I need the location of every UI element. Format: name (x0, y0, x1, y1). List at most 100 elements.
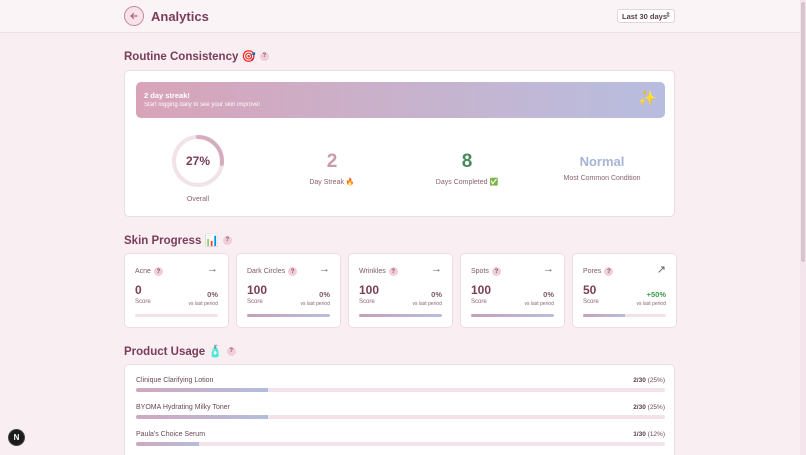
back-button[interactable] (124, 6, 144, 26)
metric-label: Pores (583, 268, 602, 275)
help-icon[interactable]: ? (388, 267, 398, 276)
routine-consistency-title: Routine Consistency 🎯 ? (124, 49, 269, 63)
date-range-select[interactable]: Last 30 days ⇕ (617, 9, 675, 23)
overall-label: Overall (186, 196, 210, 203)
metric-bar-fill (471, 314, 554, 317)
metric-label: Wrinkles (359, 268, 386, 275)
common-condition-label: Most Common Condition (563, 175, 641, 182)
metric-vs-label: vs last period (300, 301, 330, 307)
metric-vs-label: vs last period (412, 301, 442, 307)
page-title: Analytics (151, 9, 209, 24)
scrollbar[interactable] (800, 0, 806, 455)
metric-score-label: Score (471, 299, 487, 305)
metric-score: 100 (471, 283, 492, 297)
arrow-left-icon (130, 12, 138, 20)
top-header: Analytics Last 30 days ⇕ (0, 0, 800, 33)
sparkles-icon: ✨ (638, 90, 657, 107)
skin-progress-card: Spots? → 100 Score 0% vs last period (460, 253, 565, 328)
help-icon[interactable]: ? (288, 267, 298, 276)
metric-score-label: Score (359, 299, 375, 305)
metric-bar (583, 314, 666, 317)
product-count-value: 2/30 (633, 377, 646, 384)
product-bar (136, 415, 665, 419)
metric-vs-label: vs last period (188, 301, 218, 307)
metric-change: 0% (431, 290, 442, 299)
metric-vs-label: vs last period (636, 301, 666, 307)
trend-arrow-icon: → (319, 263, 330, 275)
product-count: 1/30 (12%) (633, 431, 665, 438)
metric-bar-fill (583, 314, 625, 317)
dev-badge[interactable]: N (8, 429, 25, 446)
skin-progress-label: Skin Progress 📊 (124, 235, 219, 247)
product-usage-card: Clinique Clarifying Lotion 2/30 (25%) BYOM… (124, 364, 675, 455)
trend-arrow-icon: → (431, 263, 442, 275)
date-range-value: Last 30 days (622, 11, 668, 21)
metric-label: Acne (135, 268, 151, 275)
product-bar (136, 388, 665, 392)
overall-value: 27% (185, 154, 211, 168)
metric-score: 50 (583, 283, 597, 297)
trend-arrow-icon: → (543, 263, 554, 275)
common-condition-value: Normal (579, 154, 625, 169)
metric-name: Acne? (135, 267, 163, 276)
help-icon[interactable]: ? (491, 267, 501, 276)
product-bar (136, 442, 665, 446)
metric-change: 0% (207, 290, 218, 299)
metric-score-label: Score (583, 299, 599, 305)
metric-change: +50% (646, 290, 666, 299)
skin-progress-card: Dark Circles? → 100 Score 0% vs last period (236, 253, 341, 328)
product-name: BYOMA Hydrating Milky Toner (136, 404, 231, 411)
metric-score: 100 (359, 283, 380, 297)
metric-bar (471, 314, 554, 317)
metric-name: Spots? (471, 267, 501, 276)
metric-vs-label: vs last period (524, 301, 554, 307)
product-count-value: 2/30 (633, 404, 646, 411)
product-bar-fill (136, 442, 200, 446)
metric-bar (359, 314, 442, 317)
product-count-pct: (25%) (647, 377, 665, 384)
skin-progress-card: Pores? ↗ 50 Score +50% vs last period (572, 253, 677, 328)
metric-score: 0 (135, 283, 142, 297)
product-count: 2/30 (25%) (633, 404, 665, 411)
metric-name: Dark Circles? (247, 267, 298, 276)
product-usage-label: Product Usage 🧴 (124, 346, 223, 358)
product-count-value: 1/30 (633, 431, 646, 438)
days-completed-value: 8 (461, 151, 473, 172)
streak-title: 2 day streak! (144, 91, 190, 100)
help-icon[interactable]: ? (222, 235, 232, 245)
day-streak-label: Day Streak 🔥 (309, 179, 355, 186)
metric-score: 100 (247, 283, 268, 297)
day-streak-value: 2 (326, 151, 338, 172)
product-count: 2/30 (25%) (633, 377, 665, 384)
streak-banner: 2 day streak! Start logging daily to see… (136, 82, 665, 118)
metric-bar (135, 314, 218, 317)
help-icon[interactable]: ? (259, 51, 269, 61)
product-usage-title: Product Usage 🧴 ? (124, 344, 236, 358)
streak-subtitle: Start logging daily to see your skin imp… (144, 102, 261, 108)
skin-progress-card: Wrinkles? → 100 Score 0% vs last period (348, 253, 453, 328)
help-icon[interactable]: ? (226, 346, 236, 356)
metric-bar-fill (247, 314, 330, 317)
trend-arrow-icon: ↗ (656, 264, 666, 276)
metric-name: Wrinkles? (359, 267, 398, 276)
metric-bar (247, 314, 330, 317)
chevron-updown-icon: ⇕ (665, 12, 671, 19)
routine-consistency-label: Routine Consistency 🎯 (124, 51, 256, 63)
scrollbar-thumb[interactable] (801, 2, 805, 262)
skin-progress-card: Acne? → 0 Score 0% vs last period (124, 253, 229, 328)
days-completed-label: Days Completed ✅ (435, 179, 499, 186)
product-bar-fill (136, 388, 269, 392)
metric-bar-fill (359, 314, 442, 317)
overall-progress-ring (172, 135, 224, 187)
consistency-card: 2 day streak! Start logging daily to see… (124, 70, 675, 217)
metric-score-label: Score (247, 299, 263, 305)
trend-arrow-icon: → (207, 263, 218, 275)
product-count-pct: (25%) (647, 404, 665, 411)
help-icon[interactable]: ? (153, 267, 163, 276)
product-count-pct: (12%) (647, 431, 665, 438)
metric-change: 0% (543, 290, 554, 299)
product-bar-fill (136, 415, 269, 419)
help-icon[interactable]: ? (604, 267, 614, 276)
metric-label: Spots (471, 268, 489, 275)
metric-change: 0% (319, 290, 330, 299)
